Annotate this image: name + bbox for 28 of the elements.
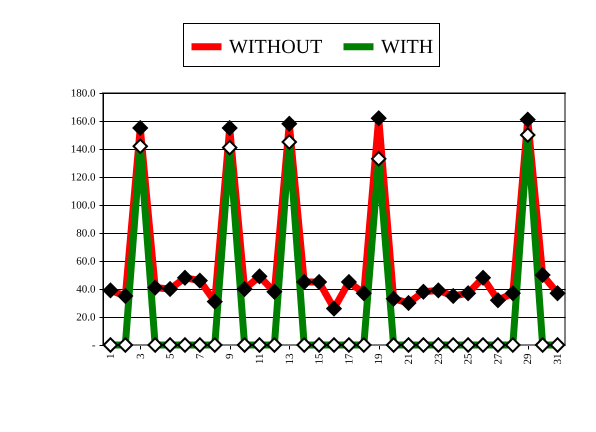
x-tick-label: 19 xyxy=(373,353,386,364)
y-tick-label: 120.0 xyxy=(70,172,96,184)
x-tick-label: 27 xyxy=(492,353,504,364)
x-tick-label: 25 xyxy=(462,353,475,364)
y-tick-label: 100.0 xyxy=(70,200,96,212)
x-tick-label: 3 xyxy=(134,353,147,359)
x-tick-label: 31 xyxy=(552,354,564,364)
x-tick-label: 7 xyxy=(194,353,206,359)
y-tick-label: 40.0 xyxy=(76,284,96,296)
x-tick-label: 11 xyxy=(254,354,266,364)
legend-label: WITHOUT xyxy=(229,36,322,58)
y-tick-label: 160.0 xyxy=(70,116,96,128)
y-tick-label: 180.0 xyxy=(70,88,96,100)
x-tick-label: 29 xyxy=(522,353,534,364)
x-tick-label: 1 xyxy=(104,354,117,359)
y-tick-label: - xyxy=(92,340,96,352)
x-tick-label: 5 xyxy=(164,353,177,359)
x-tick-label: 17 xyxy=(343,353,356,364)
x-tick-label: 13 xyxy=(284,353,296,364)
x-tick-label: 23 xyxy=(432,353,445,364)
x-tick-label: 9 xyxy=(224,353,236,359)
x-tick-label: 21 xyxy=(403,354,416,364)
y-tick-label: 60.0 xyxy=(76,256,96,268)
x-tick-label: 15 xyxy=(314,353,326,364)
y-tick-label: 80.0 xyxy=(76,228,96,240)
legend-label: WITH xyxy=(381,36,434,58)
y-tick-label: 20.0 xyxy=(76,312,96,324)
y-tick-label: 140.0 xyxy=(70,144,96,156)
